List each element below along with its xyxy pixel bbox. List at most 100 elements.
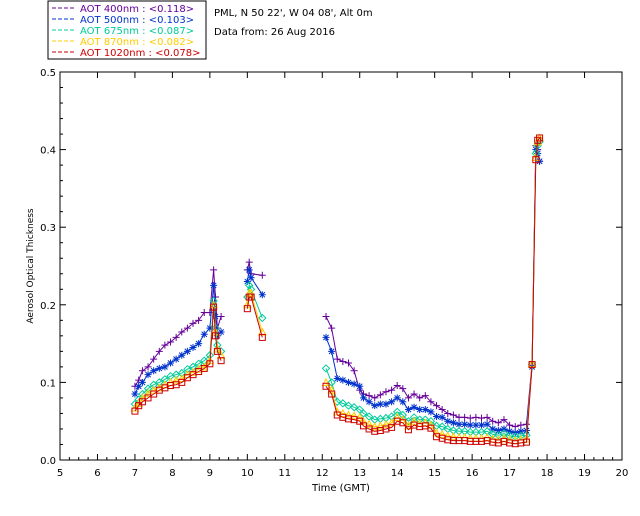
data-point [409, 416, 419, 425]
data-point [247, 293, 255, 301]
x-tick-label: 16 [466, 468, 479, 479]
data-point [177, 373, 187, 383]
data-point [365, 398, 373, 406]
data-point [410, 390, 418, 398]
x-axis-label: Time (GMT) [311, 483, 370, 494]
data-point [144, 363, 152, 371]
data-point [155, 347, 163, 355]
data-point [483, 420, 491, 428]
data-point [160, 375, 170, 384]
x-tick-label: 12 [316, 468, 329, 479]
data-point [206, 360, 214, 368]
legend-label-1020nm: AOT 1020nm : <0.078> [80, 48, 200, 59]
data-point [161, 363, 169, 371]
data-point [399, 385, 407, 393]
data-point [398, 410, 408, 420]
site-info: PML, N 50 22', W 04 08', Alt 0m [214, 8, 373, 19]
data-point [211, 332, 219, 340]
data-point [167, 359, 175, 367]
data-point [416, 394, 424, 402]
x-tick-label: 8 [169, 468, 175, 479]
data-point [245, 266, 253, 274]
data-point [433, 402, 441, 410]
data-point [195, 340, 203, 348]
legend-item-675nm: AOT 675nm : <0.087> [52, 26, 194, 37]
data-point [522, 438, 530, 446]
data-point [421, 406, 429, 414]
data-point [200, 364, 208, 372]
axis-ticks: 5 6 7 8 9 10 11 12 13 14 15 16 17 18 19 20 0.0 0.1 0.2 0.3 0… [40, 68, 628, 479]
data-point [392, 412, 402, 421]
data-point [506, 427, 514, 435]
data-point [404, 421, 413, 430]
legend-frame [47, 0, 207, 60]
data-point [399, 419, 407, 427]
data-point [499, 429, 509, 438]
x-tick-label: 15 [428, 468, 441, 479]
legend-label-870nm: AOT 870nm : <0.082> [80, 37, 194, 48]
y-axis-label: Aerosol Optical Thickness [26, 208, 36, 324]
data-point [210, 303, 218, 311]
data-point [399, 398, 407, 406]
y-tick-label: 0.3 [40, 223, 56, 234]
data-point [344, 410, 353, 419]
data-point [206, 309, 214, 317]
data-point [213, 347, 221, 355]
series-aot-500nm [131, 146, 544, 437]
series-line [134, 307, 222, 412]
series-line [246, 261, 263, 276]
data-point [489, 425, 497, 433]
data-point [404, 394, 412, 402]
series-line [246, 269, 263, 295]
data-point [432, 428, 441, 437]
data-point [444, 417, 452, 425]
data-point [194, 359, 203, 368]
data-point [349, 403, 359, 412]
x-tick-label: 11 [278, 468, 291, 479]
data-point [350, 367, 358, 375]
data-point [206, 324, 214, 332]
data-point [536, 134, 544, 142]
data-point [138, 398, 146, 406]
data-point [371, 402, 379, 410]
data-point [472, 413, 480, 421]
data-point [359, 416, 368, 425]
data-point [258, 271, 266, 279]
data-point [150, 355, 158, 363]
data-point [167, 338, 175, 346]
y-tick-label: 0.1 [40, 378, 56, 389]
y-tick-label: 0.2 [40, 301, 56, 312]
data-point [217, 328, 225, 336]
data-point [472, 421, 480, 429]
data-point [466, 421, 474, 429]
data-point [333, 355, 341, 363]
data-point [177, 368, 186, 378]
series-line [134, 304, 222, 409]
data-point [427, 398, 435, 406]
data-point [339, 376, 347, 384]
data-point [355, 412, 365, 421]
data-point [532, 156, 540, 164]
data-point [376, 391, 384, 399]
data-point [183, 365, 192, 374]
data-point [427, 408, 435, 416]
data-point [150, 367, 158, 375]
data-point [135, 376, 143, 384]
data-point [350, 380, 358, 388]
data-point [322, 382, 330, 390]
data-point [328, 390, 336, 398]
data-point [178, 328, 186, 336]
data-point [370, 422, 380, 431]
data-point [189, 343, 197, 351]
data-point [517, 427, 525, 435]
data-point [131, 407, 139, 415]
data-point [427, 424, 435, 432]
legend-item-1020nm: AOT 1020nm : <0.078> [52, 48, 200, 59]
data-point [388, 423, 396, 431]
data-point [376, 421, 385, 430]
data-point [217, 357, 225, 365]
data-point [382, 388, 390, 396]
x-tick-label: 7 [132, 468, 138, 479]
data-point [138, 378, 146, 386]
data-point [149, 385, 159, 394]
